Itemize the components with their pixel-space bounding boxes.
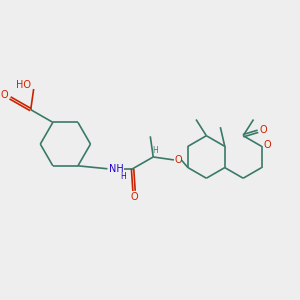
Text: HO: HO	[16, 80, 31, 91]
Text: O: O	[260, 125, 267, 135]
Text: O: O	[263, 140, 271, 150]
Text: O: O	[1, 90, 9, 100]
Text: O: O	[130, 192, 138, 202]
Text: H: H	[120, 172, 126, 181]
Text: H: H	[153, 146, 158, 155]
Text: O: O	[175, 155, 182, 165]
Text: NH: NH	[109, 164, 124, 174]
